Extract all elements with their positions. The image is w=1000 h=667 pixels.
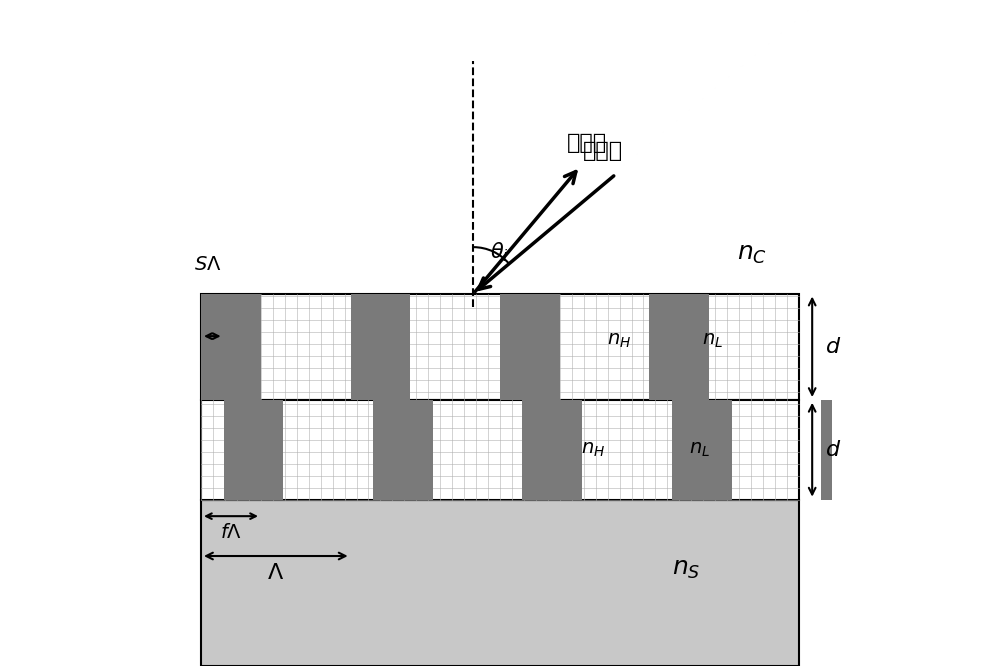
Text: $n_C$: $n_C$ — [737, 242, 767, 265]
Text: $n_S$: $n_S$ — [672, 558, 700, 582]
Text: 反射光: 反射光 — [567, 133, 607, 153]
Bar — [351, 293, 410, 400]
Bar — [224, 400, 283, 500]
Text: $d$: $d$ — [825, 440, 842, 460]
Bar — [500, 293, 560, 400]
Text: $\theta_i$: $\theta_i$ — [490, 240, 509, 263]
Bar — [201, 500, 799, 666]
Bar — [201, 293, 261, 400]
Bar — [821, 400, 881, 500]
Text: 入射光: 入射光 — [583, 141, 623, 161]
Text: $n_H$: $n_H$ — [607, 331, 632, 350]
Bar — [373, 400, 433, 500]
Bar — [201, 293, 799, 400]
Text: $f\Lambda$: $f\Lambda$ — [220, 523, 242, 542]
Bar — [672, 400, 732, 500]
Bar — [201, 400, 799, 500]
Text: $n_L$: $n_L$ — [689, 440, 710, 460]
Text: $d$: $d$ — [825, 337, 842, 357]
Text: $n_H$: $n_H$ — [581, 440, 605, 460]
Text: $n_L$: $n_L$ — [702, 331, 723, 350]
Text: $\Lambda$: $\Lambda$ — [267, 563, 284, 583]
Bar — [649, 293, 709, 400]
Text: $S\Lambda$: $S\Lambda$ — [194, 255, 222, 273]
Bar — [522, 400, 582, 500]
